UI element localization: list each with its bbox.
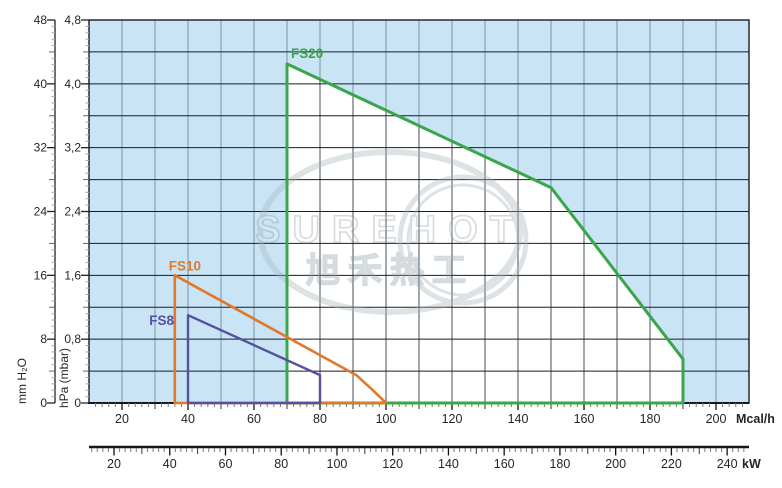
y-axis-hpa-tick-label: 3,2 — [64, 141, 81, 155]
y-axis-hpa-tick-label: 1,6 — [64, 268, 81, 282]
curve-label-fs20: FS20 — [291, 46, 323, 61]
y-axis-mm-tick-label: 32 — [34, 141, 48, 155]
x-axis-mcal-tick-label: 80 — [313, 412, 327, 426]
y-axis-mm-tick-label: 24 — [34, 205, 48, 219]
x-axis-kw-tick-label: 60 — [219, 457, 233, 471]
y-axis-mm-tick-label: 40 — [34, 77, 48, 91]
y-axis-mm-title: mm H₂O — [15, 358, 29, 404]
x-axis-kw-tick-label: 80 — [274, 457, 288, 471]
curve-fs10 — [173, 274, 388, 405]
y-axis-mm-tick-label: 8 — [40, 332, 47, 346]
x-axis-kw-tick-label: 20 — [107, 457, 121, 471]
y-axis-mm-tick-label: 48 — [34, 13, 48, 27]
x-axis-mcal-tick-label: 20 — [115, 412, 129, 426]
x-axis-mcal-tick-label: 200 — [706, 412, 727, 426]
x-axis-kw: 20 40 60 80 100 120 140 160 180 200 220 240 kW — [89, 445, 761, 471]
watermark-ring-right-outer — [397, 174, 529, 306]
x-axis-kw-tick-label: 240 — [717, 457, 738, 471]
y-axis-hpa-title: hPa (mbar) — [57, 348, 71, 408]
x-axis-kw-tick-label: 100 — [327, 457, 348, 471]
watermark-ring-right-inner — [406, 183, 520, 297]
x-axis-mcal-tick-label: 100 — [376, 412, 397, 426]
x-axis-kw-unit: kW — [742, 457, 761, 471]
y-axis-hpa-tick-label: 4,0 — [64, 77, 81, 91]
y-axis-hpa-tick-label: 4,8 — [64, 13, 81, 27]
y-axis-mm-tick-label: 16 — [34, 268, 48, 282]
curve-fs8 — [186, 314, 322, 405]
x-axis-kw-tick-label: 220 — [661, 457, 682, 471]
x-axis-mcal-tick-label: 140 — [508, 412, 529, 426]
x-axis-mcal-tick-label: 160 — [574, 412, 595, 426]
x-axis-kw-tick-label: 40 — [163, 457, 177, 471]
y-axis-mm: 0 8 16 24 32 40 48 mm H₂O — [15, 13, 56, 410]
watermark-text-line2: 旭禾热工 — [306, 252, 474, 290]
y-axis-hpa-tick-label: 0 — [74, 396, 81, 410]
x-axis-kw-tick-label: 200 — [605, 457, 626, 471]
x-axis-kw-tick-label: 180 — [549, 457, 570, 471]
grid-horizontal — [89, 51, 749, 372]
curve-fs20 — [285, 62, 685, 405]
y-axis-hpa: 0 0,8 1,6 2,4 3,2 4,0 4,8 hPa (mbar) — [57, 13, 89, 410]
x-axis-kw-tick-label: 120 — [382, 457, 403, 471]
x-axis-kw-tick-label: 140 — [438, 457, 459, 471]
x-axis-mcal-tick-label: 180 — [640, 412, 661, 426]
watermark-text-line1: SUREHOT — [255, 209, 525, 251]
x-axis-mcal: 20 40 60 80 100 120 140 160 180 200 Mcal/h — [95, 403, 775, 426]
y-axis-hpa-tick-label: 2,4 — [64, 205, 81, 219]
curve-label-fs8: FS8 — [149, 313, 174, 328]
x-axis-kw-tick-label: 160 — [494, 457, 515, 471]
y-axis-mm-tick-label: 0 — [40, 396, 47, 410]
x-axis-mcal-tick-label: 40 — [181, 412, 195, 426]
x-axis-mcal-tick-label: 120 — [442, 412, 463, 426]
watermark-ring-outer — [257, 149, 523, 315]
curve-label-fs10: FS10 — [169, 258, 201, 273]
x-axis-mcal-unit: Mcal/h — [736, 412, 775, 426]
y-axis-hpa-tick-label: 0,8 — [64, 332, 81, 346]
x-axis-mcal-tick-label: 60 — [247, 412, 261, 426]
